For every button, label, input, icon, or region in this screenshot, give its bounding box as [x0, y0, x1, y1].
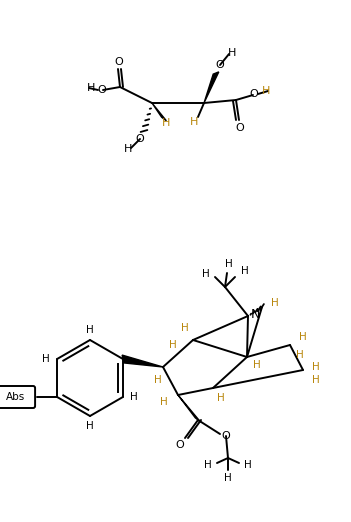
Text: H: H	[202, 269, 210, 279]
Text: H: H	[86, 325, 94, 335]
Text: H: H	[42, 354, 50, 364]
Polygon shape	[122, 355, 163, 367]
Text: O: O	[236, 123, 244, 133]
Text: H: H	[181, 323, 189, 333]
Text: O: O	[216, 60, 224, 70]
Text: H: H	[169, 340, 177, 350]
Text: H: H	[224, 473, 232, 483]
Text: O: O	[221, 431, 230, 441]
Text: H: H	[162, 118, 170, 128]
Text: H: H	[160, 397, 168, 407]
Text: H: H	[299, 332, 307, 342]
Text: H: H	[225, 259, 233, 269]
Text: H: H	[312, 375, 320, 385]
Text: H: H	[262, 86, 270, 96]
Text: H: H	[130, 392, 138, 402]
Text: H: H	[217, 393, 225, 403]
Text: H: H	[228, 48, 236, 58]
Text: H: H	[124, 144, 132, 154]
Text: O: O	[98, 85, 106, 95]
Text: O: O	[115, 57, 123, 67]
Text: Abs: Abs	[6, 392, 25, 402]
Text: O: O	[176, 440, 184, 450]
Text: H: H	[204, 460, 212, 470]
Text: O: O	[135, 134, 144, 144]
Text: H: H	[190, 117, 198, 127]
Text: H: H	[154, 375, 162, 385]
Text: H: H	[86, 421, 94, 431]
Text: H: H	[244, 460, 252, 470]
Text: H: H	[312, 362, 320, 372]
Text: H: H	[253, 360, 261, 370]
Polygon shape	[178, 395, 201, 422]
Text: H: H	[87, 83, 95, 93]
Polygon shape	[204, 72, 219, 103]
Text: H: H	[296, 350, 304, 360]
Text: O: O	[250, 89, 258, 99]
Text: H: H	[271, 298, 279, 308]
Text: N: N	[250, 307, 260, 321]
FancyBboxPatch shape	[0, 386, 35, 408]
Text: H: H	[241, 266, 249, 276]
Polygon shape	[152, 103, 166, 121]
